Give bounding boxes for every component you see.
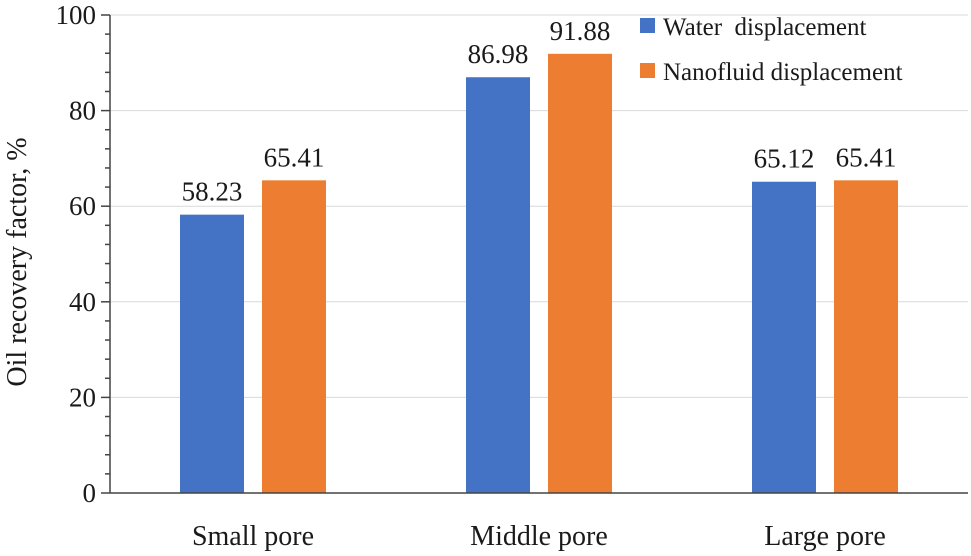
y-tick-label: 40	[69, 287, 96, 317]
bar-water-0	[180, 214, 244, 494]
data-label: 65.41	[836, 142, 897, 172]
y-tick-label: 100	[56, 0, 97, 30]
y-tick-label: 20	[69, 382, 96, 412]
legend-swatch-water	[640, 18, 655, 33]
y-tick-label: 0	[83, 478, 97, 508]
data-label: 86.98	[468, 39, 529, 69]
bar-nanofluid-0	[262, 180, 326, 493]
x-tick-label: Large pore	[764, 521, 886, 552]
x-tick-label: Small pore	[192, 521, 314, 552]
x-tick-label: Middle pore	[470, 521, 608, 552]
legend-label-water: Water displacement	[663, 14, 867, 41]
y-tick-label: 60	[69, 191, 96, 221]
y-tick-label: 80	[69, 96, 96, 126]
bars	[180, 53, 898, 494]
legend-label-nanofluid: Nanofluid displacement	[663, 59, 903, 86]
bar-water-1	[466, 77, 530, 494]
gridlines	[110, 14, 968, 398]
bar-water-2	[752, 181, 816, 494]
data-label: 58.23	[182, 177, 243, 207]
bar-nanofluid-1	[548, 53, 612, 493]
data-label: 65.41	[264, 142, 325, 172]
bar-nanofluid-2	[834, 180, 898, 493]
y-axis-ticks: 0 20 40 60 80 100	[56, 0, 110, 508]
data-label: 65.12	[754, 144, 815, 174]
x-axis-tick-labels: Small pore Middle pore Large pore	[192, 521, 886, 552]
legend: Water displacement Nanofluid displacemen…	[640, 14, 903, 86]
data-labels: 58.23 65.41 86.98 91.88 65.12 65.41	[182, 16, 897, 207]
legend-swatch-nanofluid	[640, 63, 655, 78]
y-axis-title: Oil recovery factor, %	[2, 137, 33, 386]
data-label: 91.88	[550, 16, 611, 46]
